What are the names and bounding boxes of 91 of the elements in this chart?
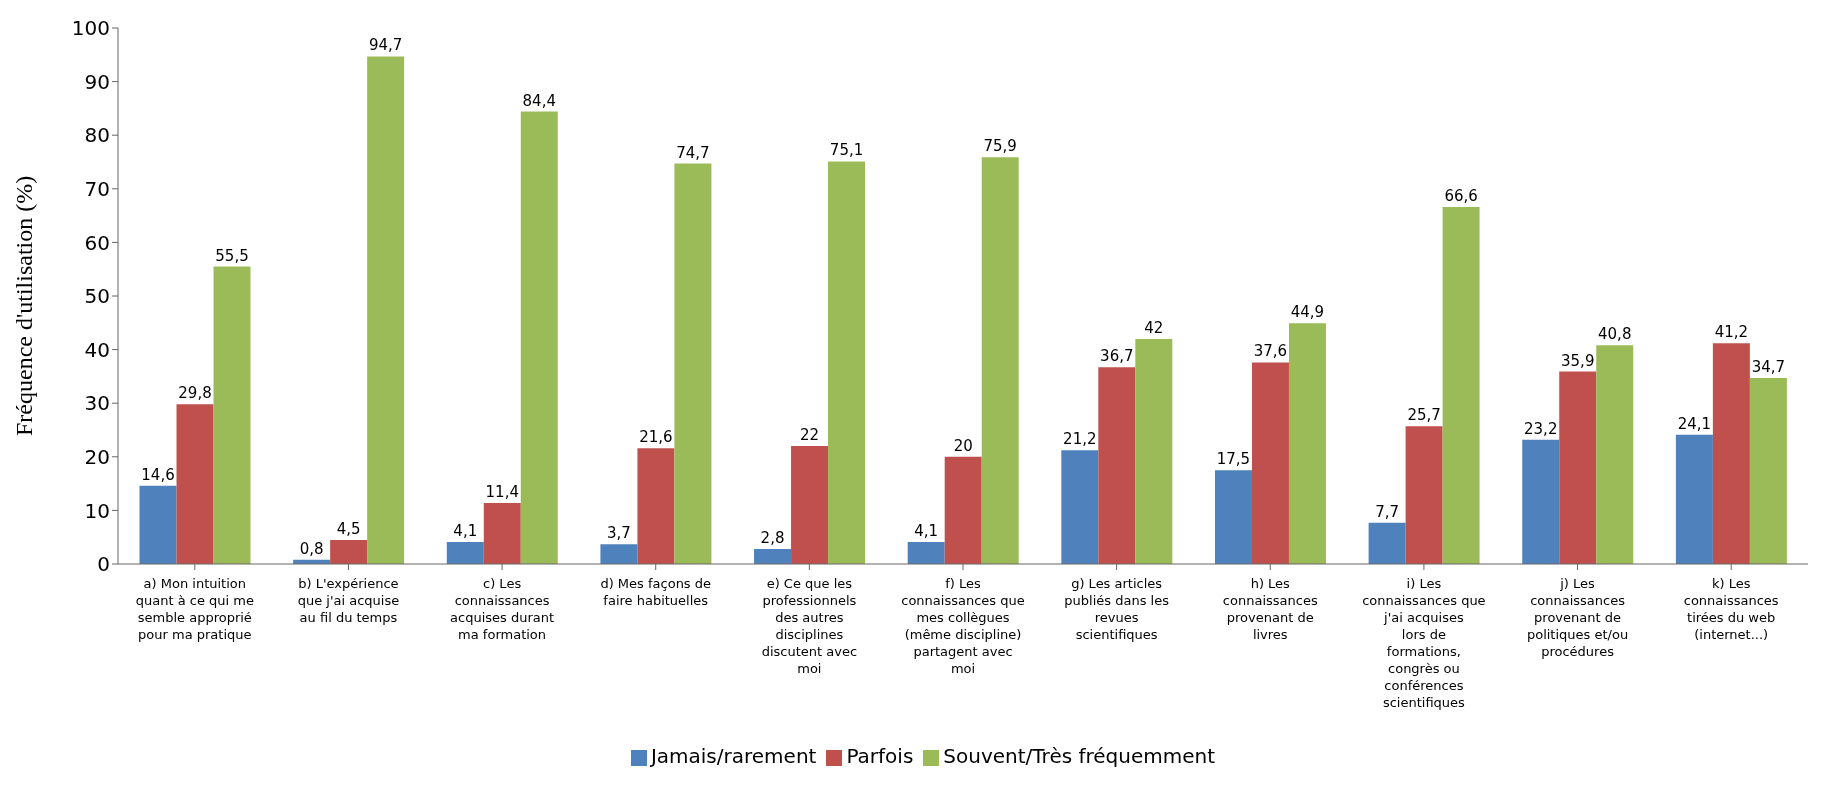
bar [1712, 343, 1750, 564]
data-label: 23,2 [1524, 419, 1558, 438]
data-label: 17,5 [1216, 450, 1251, 469]
data-label: 22 [800, 426, 820, 445]
bar [330, 539, 368, 564]
x-tick-label: d) Mes façons de faire habituelles [600, 576, 712, 608]
x-tick-label: f) Les connaissances que mes collègues (même discipline) partagent avec moi [901, 576, 1025, 676]
data-label: 75,9 [983, 137, 1017, 156]
x-tick-label: a) Mon intuition quant à ce qui me semble approprié pour ma pratique [135, 576, 254, 642]
y-tick-label: 80 [84, 123, 110, 148]
data-label: 84,4 [522, 91, 556, 110]
bar [1214, 470, 1252, 564]
bar [1061, 450, 1099, 564]
data-label: 0,8 [299, 539, 324, 558]
y-tick-label: 0 [97, 552, 110, 577]
bar [1288, 323, 1326, 564]
x-tick-label: h) Les connaissances provenant de livres [1222, 576, 1318, 642]
bar [483, 502, 521, 564]
data-label: 4,1 [453, 522, 478, 541]
data-label: 2,8 [760, 528, 785, 547]
data-label: 4,5 [336, 519, 361, 538]
bar [907, 542, 945, 564]
data-label: 37,6 [1253, 342, 1288, 361]
data-label: 25,7 [1407, 406, 1441, 425]
bar [674, 163, 712, 564]
bar [981, 157, 1019, 564]
bar [139, 485, 177, 564]
data-label: 40,8 [1598, 325, 1632, 344]
legend-label: Jamais/rarement [650, 744, 817, 768]
y-tick-label: 70 [84, 176, 110, 201]
bar [754, 548, 792, 564]
y-tick-label: 30 [84, 391, 110, 416]
data-label: 66,6 [1444, 187, 1478, 206]
data-label: 14,6 [141, 465, 175, 484]
bar [600, 544, 638, 564]
bar [1749, 378, 1787, 564]
data-label: 4,1 [914, 522, 939, 541]
bar [446, 542, 484, 564]
data-label: 94,7 [368, 36, 403, 55]
data-label: 21,2 [1063, 430, 1097, 449]
bar [791, 446, 829, 564]
x-tick-label: k) Les connaissances tirées du web (internet...) [1683, 576, 1779, 642]
data-label: 41,2 [1714, 323, 1749, 342]
bar [1596, 345, 1634, 564]
bar [520, 111, 558, 564]
legend-label: Parfois [846, 744, 914, 768]
bar [1675, 434, 1713, 564]
bar [1251, 362, 1289, 564]
bar [1098, 367, 1136, 564]
x-tick-label: j) Les connaissances provenant de politiques et/ou procédures [1526, 576, 1629, 659]
data-label: 21,6 [639, 428, 673, 447]
data-label: 42 [1144, 318, 1164, 337]
y-axis-title: Fréquence d'utilisation (%) [10, 175, 37, 436]
y-tick-label: 20 [84, 444, 110, 469]
data-label: 55,5 [215, 246, 249, 265]
bar [1135, 338, 1173, 564]
legend-label: Souvent/Très fréquemment [943, 744, 1216, 768]
bar [367, 56, 405, 564]
y-tick-label: 100 [71, 16, 110, 41]
y-tick-label: 40 [84, 337, 110, 362]
data-label: 20 [953, 436, 973, 455]
bar [1368, 522, 1406, 564]
bar [828, 161, 866, 564]
data-label: 75,1 [829, 141, 864, 160]
data-label: 24,1 [1677, 414, 1712, 433]
bar [1442, 207, 1480, 564]
data-label: 36,7 [1100, 347, 1134, 366]
bar [1522, 439, 1560, 564]
x-tick-label: c) Les connaissances acquises durant ma formation [450, 576, 555, 642]
y-tick-label: 10 [84, 498, 110, 523]
x-tick-label: i) Les connaissances que j'ai acquises lors de formations, congrès ou conférences scientifiques [1362, 576, 1486, 710]
y-tick-label: 90 [84, 69, 110, 94]
y-tick-label: 60 [84, 230, 110, 255]
data-label: 7,7 [1375, 502, 1400, 521]
data-label: 29,8 [178, 384, 212, 403]
data-label: 44,9 [1290, 303, 1325, 322]
bar [637, 448, 675, 564]
data-label: 35,9 [1561, 351, 1595, 370]
y-tick-label: 50 [84, 284, 110, 309]
data-label: 34,7 [1751, 358, 1786, 377]
bar [213, 266, 251, 564]
bar [1559, 371, 1597, 564]
bar [944, 456, 982, 564]
data-label: 11,4 [485, 482, 519, 501]
data-label: 74,7 [676, 143, 710, 162]
x-tick-label: b) L'expérience que j'ai acquise au fil du temps [297, 576, 400, 625]
x-tick-label: e) Ce que les professionnels des autres disciplines discutent avec moi [761, 576, 858, 676]
bar [1405, 426, 1443, 564]
bar [176, 404, 214, 564]
x-tick-label: g) Les articles publiés dans les revues scientifiques [1064, 576, 1170, 642]
data-label: 3,7 [606, 524, 631, 543]
